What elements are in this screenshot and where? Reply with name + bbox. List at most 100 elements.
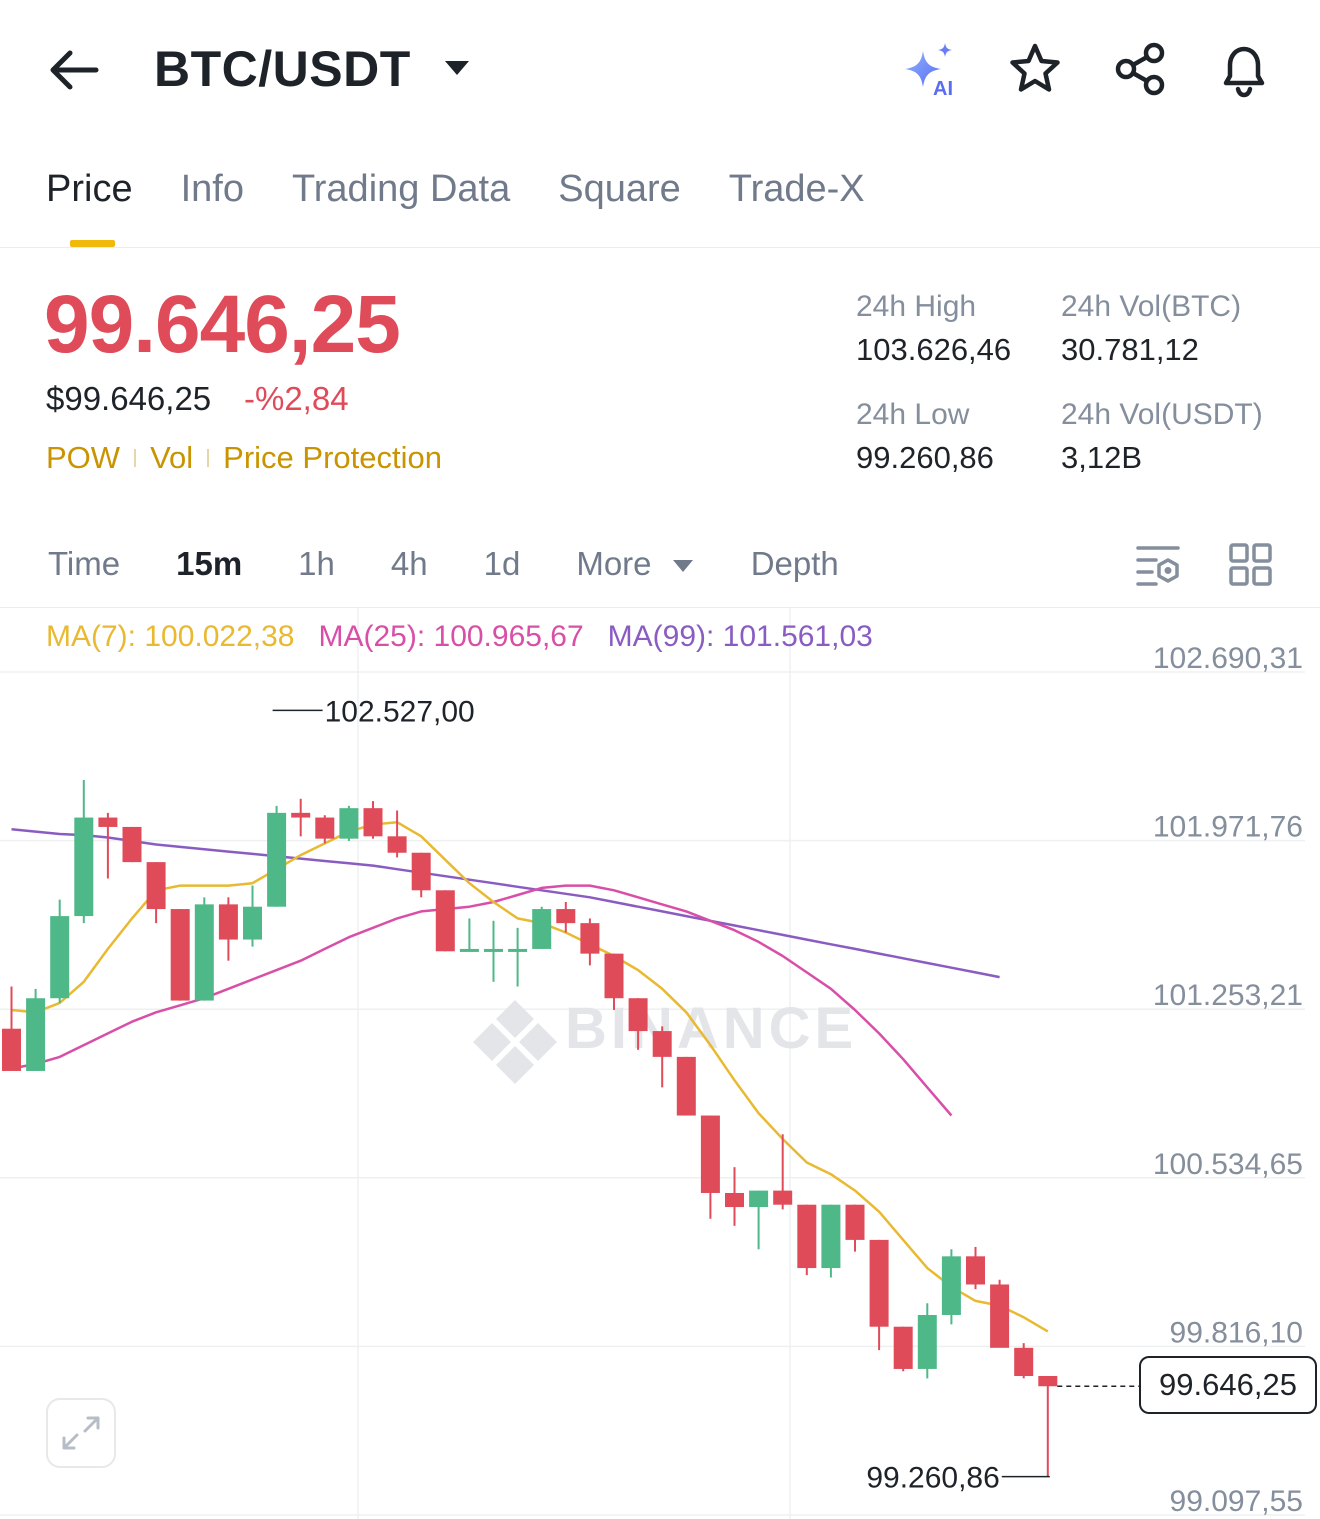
tag-price-protection[interactable]: Price Protection [223,440,442,475]
candle-body [50,916,70,999]
candle [459,918,479,952]
candle [170,909,190,1001]
tag-pow[interactable]: POW [46,440,121,475]
pair-selector-caret[interactable] [443,58,471,78]
interval-4h[interactable]: 4h [390,545,428,582]
y-axis-tick-label: 100.534,65 [1153,1148,1303,1181]
candle-body [893,1326,913,1369]
vol-usdt-24h-label: 24h Vol(USDT) [1061,398,1263,431]
candle [146,862,166,924]
fullscreen-button[interactable] [46,1398,116,1468]
candle-body [797,1204,817,1269]
candle-body [26,998,46,1071]
candle [74,780,94,924]
candle-body [363,808,383,837]
tag-separator [134,449,137,467]
candle [315,815,335,844]
tag-separator [207,449,210,467]
candle [122,826,142,863]
ai-sparkle-icon: AI [905,43,953,100]
candle-body [98,817,118,827]
tab-price[interactable]: Price [46,168,133,210]
vol-btc-24h-value: 30.781,12 [1061,332,1199,367]
share-button[interactable] [1104,33,1176,105]
interval-more[interactable]: More [576,545,694,583]
pair-title[interactable]: BTC/USDT [154,41,411,97]
candle [749,1190,769,1250]
candle-body [773,1190,793,1205]
interval-1h[interactable]: 1h [298,545,335,582]
current-price-tag: 99.646,25 [1139,1356,1317,1414]
candle [532,906,552,949]
expand-icon [62,1416,100,1450]
vol-btc-24h-label: 24h Vol(BTC) [1061,290,1242,323]
interval-1d[interactable]: 1d [483,545,521,582]
candle [1038,1375,1058,1477]
tab-trade-x[interactable]: Trade-X [728,168,865,210]
candle [556,902,576,933]
candle [700,1115,720,1219]
tab-trading-data[interactable]: Trading Data [291,168,511,210]
tag-vol[interactable]: Vol [150,440,194,475]
interval-more-label: More [576,545,652,582]
candle-body [869,1239,889,1327]
tab-square[interactable]: Square [558,168,681,210]
candle [339,805,359,842]
candle [893,1326,913,1372]
interval-15m[interactable]: 15m [176,545,243,582]
y-axis-tick-label: 101.971,76 [1153,811,1303,844]
candle-body [315,817,335,839]
candle-body [1014,1347,1034,1376]
candle-body [556,909,576,924]
candle-body [411,852,431,891]
favorite-button[interactable] [999,33,1071,105]
ma7-line [11,820,1049,1333]
candle-body [339,808,359,839]
interval-depth[interactable]: Depth [750,545,839,582]
candle [291,798,311,837]
candle [218,897,238,961]
candle [50,899,70,1003]
candle [363,801,383,839]
divider [0,607,1320,608]
interval-time[interactable]: Time [48,545,121,582]
candle [194,897,214,1001]
candle-body [628,998,648,1032]
candle [676,1056,696,1116]
fiat-price: $99.646,25 [46,380,212,417]
caret-down-icon [445,61,469,75]
candle-body [267,812,287,907]
ma25-line [11,884,953,1117]
svg-text:AI: AI [933,78,953,100]
watermark-logo [473,1000,557,1084]
candle [966,1246,985,1290]
candle-body [941,1256,961,1315]
candle [628,998,648,1050]
candle-body [484,948,503,952]
bell-icon [1223,46,1265,98]
chart-settings-button[interactable] [1134,540,1184,595]
candle-body [146,862,166,910]
share-icon [1115,42,1165,96]
candle-body [725,1192,744,1208]
y-axis-tick-label: 101.253,21 [1153,979,1303,1012]
candle [435,890,455,952]
alert-button[interactable] [1208,33,1280,105]
candle-body [821,1204,841,1269]
candle [797,1204,817,1276]
candle [484,920,503,982]
back-button[interactable] [40,40,110,100]
candlestick-chart[interactable]: BINANCE 102.527,00 99.260,86 102.690,31 10… [0,608,1320,1519]
tab-info[interactable]: Info [180,168,244,210]
candle-body [580,923,600,954]
candle-body [1038,1375,1058,1387]
candle [652,1026,672,1088]
candle-body [700,1115,720,1193]
ai-button[interactable]: AI [895,33,967,105]
candle [869,1239,889,1351]
ma-legend: MA(7): 100.022,38 MA(25): 100.965,67 MA(… [46,620,897,654]
candle [508,927,528,987]
candle [267,805,287,907]
layout-grid-button[interactable] [1228,542,1274,593]
candle [26,988,46,1071]
